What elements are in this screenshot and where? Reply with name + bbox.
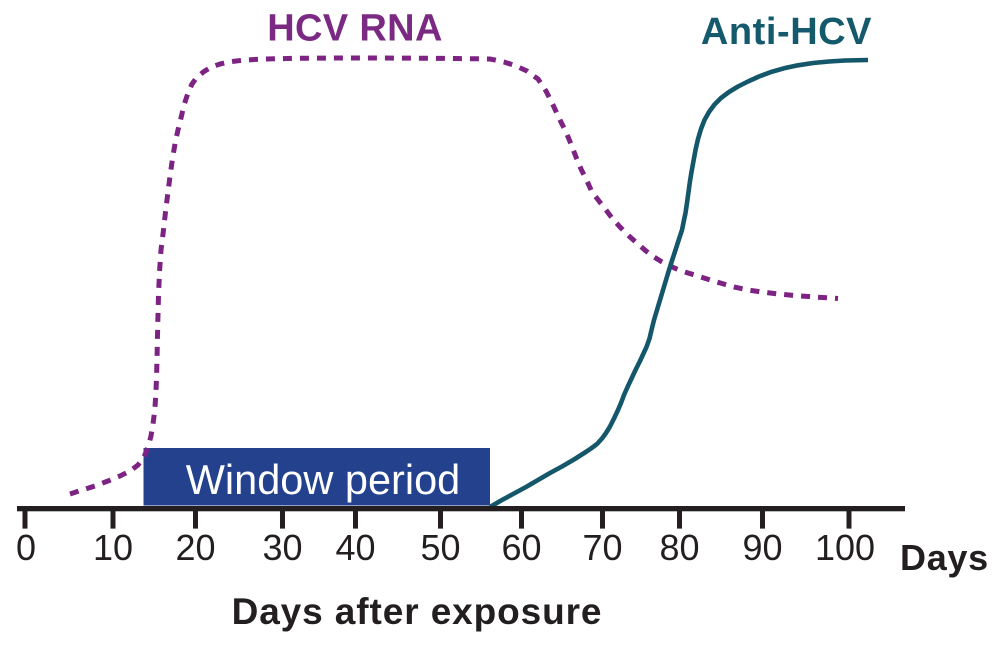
- svg-text:90: 90: [742, 527, 782, 568]
- svg-text:HCV RNA: HCV RNA: [267, 8, 443, 50]
- svg-text:40: 40: [335, 527, 375, 568]
- svg-text:10: 10: [93, 527, 133, 568]
- svg-text:50: 50: [420, 527, 460, 568]
- svg-text:60: 60: [501, 527, 541, 568]
- svg-text:Days after exposure: Days after exposure: [232, 591, 603, 632]
- svg-text:70: 70: [582, 527, 622, 568]
- svg-text:20: 20: [175, 527, 215, 568]
- svg-text:Anti-HCV: Anti-HCV: [701, 11, 872, 53]
- svg-text:30: 30: [262, 527, 302, 568]
- svg-text:Window period: Window period: [186, 456, 461, 503]
- svg-text:80: 80: [659, 527, 699, 568]
- svg-text:0: 0: [16, 527, 36, 568]
- svg-text:Days: Days: [900, 537, 989, 578]
- svg-text:100: 100: [815, 527, 875, 568]
